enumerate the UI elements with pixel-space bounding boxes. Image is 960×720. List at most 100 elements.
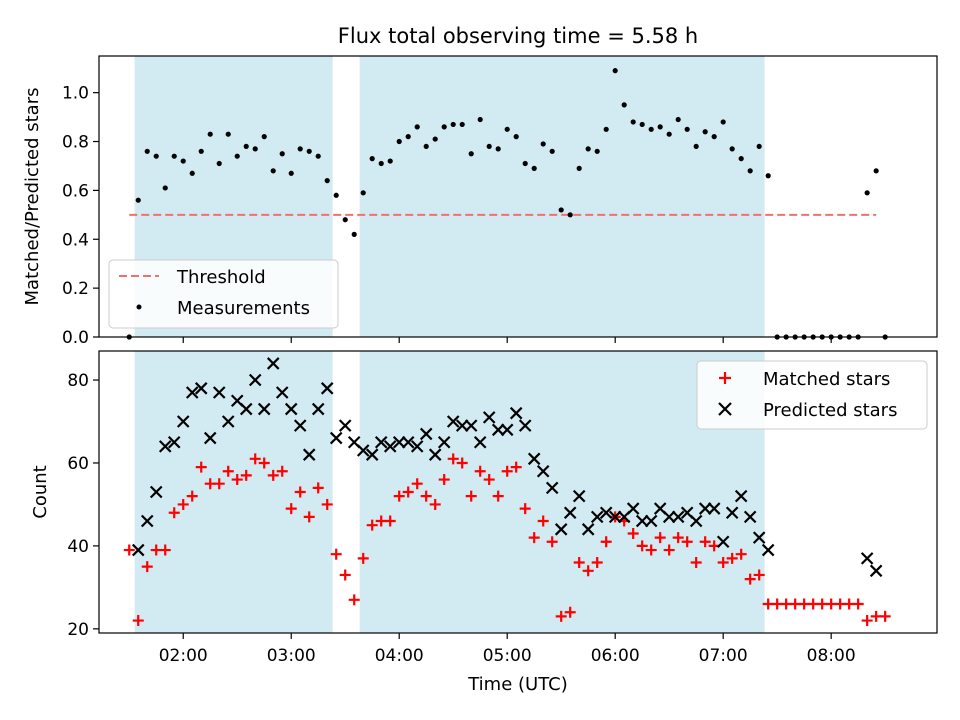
- matched-star-marker: [402, 486, 414, 498]
- predicted-star-marker: [401, 435, 415, 449]
- matched-star-marker: [159, 544, 171, 556]
- predicted-star-marker: [131, 543, 145, 557]
- measurement-point: [666, 131, 672, 137]
- measurement-point: [270, 168, 276, 174]
- measurement-point: [216, 160, 222, 167]
- top-y-axis-label: Matched/Predicted stars: [22, 88, 43, 306]
- measurement-point: [630, 119, 636, 125]
- measurement-point: [378, 160, 384, 167]
- measurement-point: [207, 131, 213, 137]
- predicted-star-marker: [860, 552, 874, 565]
- predicted-star-marker: [293, 419, 307, 432]
- measurement-point: [477, 116, 483, 123]
- measurement-point: [504, 126, 510, 132]
- bottom-observing-intervals: [134, 351, 765, 633]
- predicted-star-marker: [167, 435, 181, 449]
- predicted-star-marker: [698, 502, 712, 515]
- measurement-point: [603, 126, 609, 132]
- matched-star-marker: [663, 544, 675, 556]
- measurement-point: [558, 207, 564, 213]
- legend-matched-label: Matched stars: [763, 369, 890, 390]
- predicted-star-marker: [464, 419, 478, 432]
- matched-star-marker: [744, 573, 756, 585]
- matched-star-marker: [726, 552, 738, 564]
- measurement-point: [720, 119, 726, 125]
- matched-star-marker: [141, 561, 153, 573]
- measurement-point: [522, 160, 528, 167]
- matched-star-marker: [681, 536, 693, 548]
- predicted-star-marker: [329, 431, 343, 445]
- predicted-star-marker: [509, 406, 523, 420]
- matched-star-marker: [555, 610, 567, 622]
- matched-star-marker: [438, 474, 450, 486]
- predicted-star-marker: [203, 431, 217, 445]
- matched-star-marker: [573, 557, 585, 568]
- measurement-point: [702, 129, 708, 135]
- legend-measurements-swatch: [136, 304, 142, 310]
- measurement-point: [675, 116, 681, 123]
- matched-star-marker: [699, 536, 711, 548]
- matched-star-marker: [690, 557, 702, 568]
- measurement-point: [657, 124, 663, 130]
- legend-matched-swatch: [719, 372, 731, 384]
- bottom-y-ticks: 20 40 60 80: [67, 371, 99, 640]
- matched-star-marker: [852, 598, 864, 610]
- matched-star-marker: [222, 465, 234, 477]
- measurement-point: [180, 158, 186, 164]
- x-tick-label: 08:00: [807, 646, 856, 666]
- matched-star-marker: [366, 519, 378, 531]
- predicted-star-marker: [338, 419, 352, 432]
- measurement-point: [765, 173, 771, 179]
- predicted-star-marker: [536, 464, 550, 478]
- measurement-point: [873, 168, 879, 174]
- matched-star-marker: [861, 615, 873, 627]
- matched-star-marker: [357, 552, 369, 564]
- measurement-point: [198, 148, 204, 154]
- matched-star-marker: [753, 569, 765, 581]
- predicted-star-marker: [527, 452, 541, 466]
- measurement-point: [153, 153, 159, 159]
- predicted-star-marker: [356, 444, 370, 457]
- measurement-point: [225, 131, 231, 137]
- matched-star-marker: [564, 606, 576, 618]
- predicted-star-marker: [365, 448, 379, 461]
- measurement-point: [306, 148, 312, 154]
- matched-star-marker: [636, 540, 648, 552]
- measurement-point: [279, 151, 285, 157]
- x-axis-label: Time (UTC): [467, 674, 568, 695]
- y-tick-label: 0.4: [62, 230, 89, 250]
- measurement-point: [261, 134, 267, 140]
- measurement-point: [243, 143, 249, 150]
- predicted-star-marker: [644, 514, 658, 528]
- matched-star-marker: [447, 453, 459, 465]
- measurement-point: [396, 138, 402, 145]
- measurement-point: [315, 153, 321, 159]
- y-tick-label: 20: [67, 620, 89, 640]
- x-tick-label: 04:00: [375, 646, 424, 666]
- measurement-point: [468, 151, 474, 157]
- measurement-point: [360, 190, 366, 196]
- measurement-point: [234, 153, 240, 159]
- predicted-star-marker: [716, 535, 730, 549]
- matched-star-marker: [600, 536, 612, 548]
- predicted-star-marker: [257, 402, 271, 416]
- measurement-point: [531, 165, 537, 171]
- measurement-point: [711, 134, 717, 140]
- predicted-star-marker: [383, 440, 397, 453]
- predicted-star-marker: [752, 531, 766, 544]
- measurement-point: [576, 165, 582, 171]
- predicted-star-marker: [302, 448, 316, 461]
- measurement-point: [495, 146, 501, 152]
- measurement-point: [612, 68, 618, 74]
- y-tick-label: 40: [67, 537, 89, 557]
- measurement-point: [567, 212, 573, 218]
- x-tick-label: 05:00: [483, 646, 532, 666]
- matched-star-marker: [672, 532, 684, 544]
- matched-star-marker: [420, 490, 432, 502]
- measurement-point: [144, 148, 150, 154]
- predicted-star-marker: [572, 489, 586, 503]
- measurement-point: [171, 153, 177, 159]
- bottom-x-ticks: 02:00 03:00 04:00 05:00 06:00 07:00 08:00: [159, 633, 856, 666]
- matched-star-marker: [339, 569, 351, 581]
